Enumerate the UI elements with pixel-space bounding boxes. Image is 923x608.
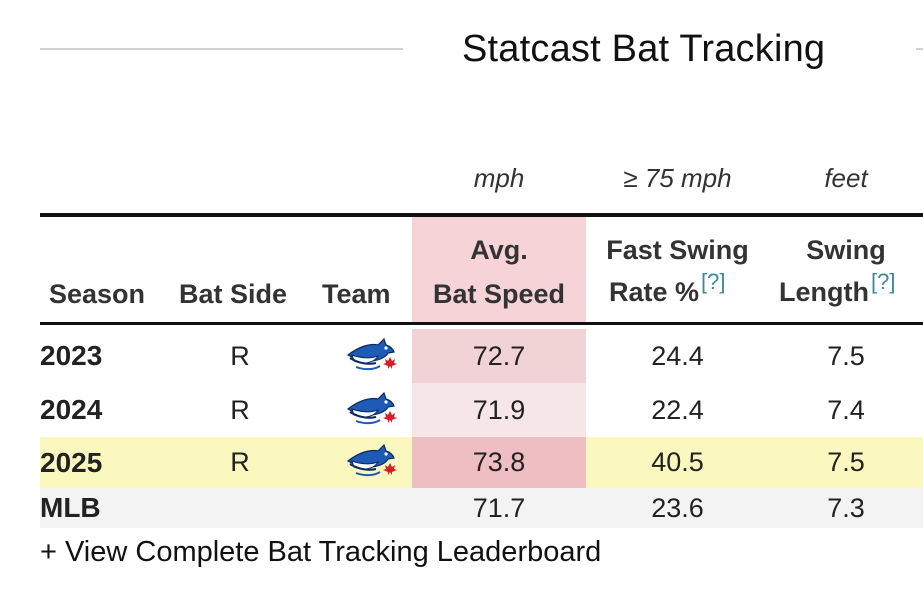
table-row: 2025 R 73.8 40.5 7.5 — [40, 437, 923, 488]
fast-swing-help-link[interactable]: [?] — [701, 269, 726, 294]
swing-length-cell: 7.4 — [827, 394, 865, 425]
season-cell[interactable]: 2025 — [40, 446, 103, 478]
title-rule-left — [40, 48, 403, 50]
bat-side-cell: R — [230, 340, 250, 371]
fast-swing-cell: 24.4 — [651, 340, 704, 371]
fast-swing-cell: 22.4 — [651, 394, 704, 425]
bat-side-cell: R — [230, 447, 250, 477]
section-title: Statcast Bat Tracking — [462, 28, 826, 70]
blue-jays-logo-icon — [344, 333, 400, 380]
table-row: 2023 R 72.7 24.4 7.5 — [40, 329, 923, 383]
unit-bat-speed: mph — [473, 163, 525, 193]
header-bottom-rule — [40, 322, 923, 325]
swing-length-help-link[interactable]: [?] — [870, 269, 896, 294]
title-rule-right — [916, 48, 923, 50]
bat-speed-cell: 72.7 — [412, 329, 586, 383]
view-leaderboard-link[interactable]: + View Complete Bat Tracking Leaderboard — [40, 536, 602, 568]
blue-jays-logo-icon — [344, 387, 400, 434]
mlb-fast-swing-cell: 23.6 — [651, 492, 704, 523]
team-cell[interactable] — [332, 437, 412, 488]
unit-swing-length: feet — [824, 163, 868, 193]
fast-swing-cell: 40.5 — [651, 447, 704, 477]
header-swing-length-label: Length — [779, 277, 869, 307]
mlb-bat-speed-cell: 71.7 — [472, 492, 526, 523]
swing-length-cell: 7.5 — [827, 447, 865, 477]
header-bat-side[interactable]: Bat Side — [179, 279, 288, 309]
swing-length-cell: 7.5 — [827, 340, 865, 371]
team-cell[interactable] — [332, 329, 412, 383]
team-cell[interactable] — [332, 383, 412, 437]
header-bat-speed-line1[interactable]: Avg. — [470, 235, 528, 265]
header-top-rule — [40, 213, 923, 217]
season-cell[interactable]: 2023 — [40, 340, 103, 371]
header-swing-length-line2[interactable]: Length[?] — [779, 269, 896, 315]
bat-speed-header-highlight — [412, 217, 586, 322]
header-bat-speed-line2[interactable]: Bat Speed — [432, 279, 566, 309]
header-team[interactable]: Team — [322, 279, 391, 309]
bat-speed-cell: 71.9 — [412, 383, 586, 437]
header-season[interactable]: Season — [49, 279, 146, 309]
blue-jays-logo-icon — [344, 439, 400, 486]
mlb-swing-length-cell: 7.3 — [827, 492, 865, 523]
header-fast-swing-line1[interactable]: Fast Swing — [606, 235, 749, 265]
bat-side-cell: R — [230, 394, 250, 425]
header-fast-swing-label: Rate % — [609, 277, 700, 307]
header-swing-length-line1[interactable]: Swing — [806, 235, 886, 265]
mlb-label: MLB — [40, 492, 101, 523]
mlb-average-row: MLB 71.7 23.6 7.3 — [40, 488, 923, 528]
bat-speed-cell: 73.8 — [412, 437, 586, 488]
unit-fast-swing: ≥ 75 mph — [623, 163, 732, 193]
season-cell[interactable]: 2024 — [40, 394, 103, 425]
table-row: 2024 R 71.9 22.4 7.4 — [40, 383, 923, 437]
header-fast-swing-line2[interactable]: Rate %[?] — [609, 269, 726, 315]
